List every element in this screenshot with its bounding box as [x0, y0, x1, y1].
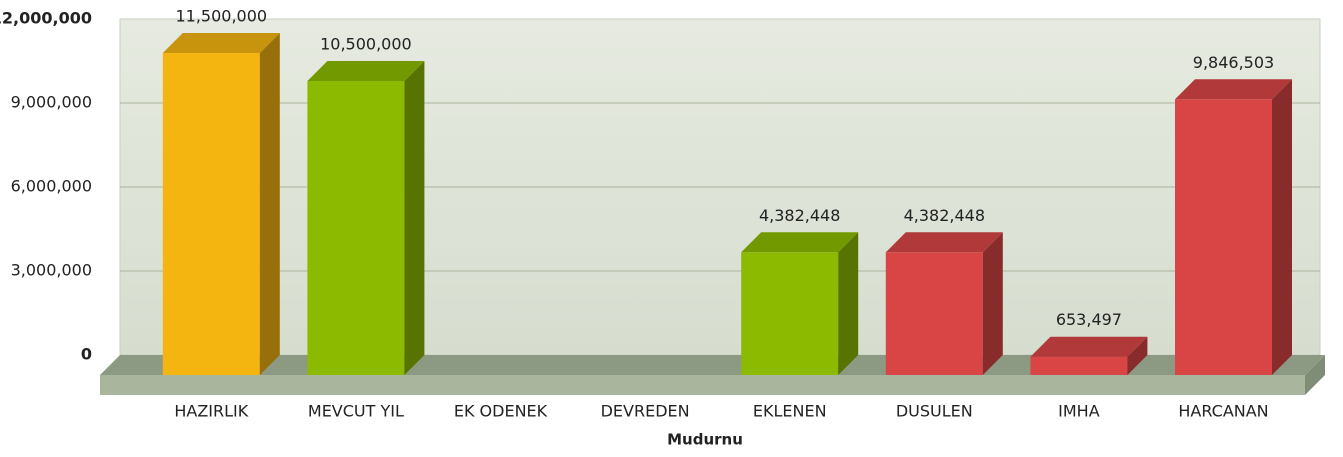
bar-front: [307, 81, 405, 375]
bar-side: [1272, 79, 1292, 375]
bar-front: [1030, 356, 1128, 375]
value-label: 653,497: [1056, 310, 1122, 329]
bar-top: [1030, 336, 1148, 357]
floor-side: [1305, 355, 1325, 395]
y-tick-label: 3,000,000: [11, 261, 92, 280]
x-axis-label: Mudurnu: [667, 431, 743, 449]
bar-side: [1127, 336, 1148, 375]
value-label: 9,846,503: [1193, 53, 1274, 72]
bar-front: [1175, 99, 1272, 375]
value-label: 10,500,000: [320, 35, 412, 54]
bar-top: [885, 232, 1003, 253]
bar-side: [982, 232, 1003, 375]
bar-top: [307, 61, 425, 81]
x-tick-label: IMHA: [1058, 402, 1100, 421]
value-label: 4,382,448: [759, 206, 840, 225]
bar-side: [404, 61, 425, 375]
y-tick-label: 9,000,000: [11, 93, 92, 112]
bar-front: [162, 53, 260, 375]
bar-top: [741, 232, 859, 253]
x-tick-label: HARCANAN: [1178, 402, 1268, 421]
x-tick-label: EKLENEN: [753, 402, 827, 421]
value-label: 4,382,448: [904, 206, 985, 225]
bar-top: [162, 33, 280, 53]
y-tick-label: 12,000,000: [0, 9, 92, 28]
floor-front: [100, 375, 1305, 395]
x-tick-label: DUSULEN: [896, 402, 973, 421]
y-tick-label: 0: [81, 345, 92, 364]
x-tick-label: EK ODENEK: [454, 402, 548, 421]
bar-front: [741, 252, 839, 375]
bar-top: [1175, 79, 1292, 100]
y-tick-label: 6,000,000: [11, 177, 92, 196]
bar-front: [885, 252, 983, 375]
value-label: 11,500,000: [175, 7, 267, 26]
x-tick-label: DEVREDEN: [601, 402, 690, 421]
bar-side: [838, 232, 859, 375]
bar-side: [259, 33, 280, 375]
x-tick-label: MEVCUT YIL: [308, 402, 404, 421]
x-tick-label: HAZIRLIK: [174, 402, 248, 421]
